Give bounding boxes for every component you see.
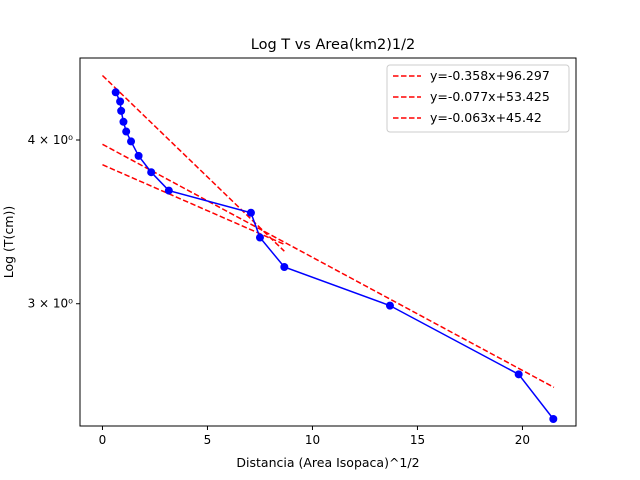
data-point bbox=[122, 127, 131, 136]
y-axis-label: Log (T(cm)) bbox=[1, 206, 16, 279]
data-point bbox=[280, 263, 289, 272]
legend-box bbox=[386, 64, 570, 133]
y-tick-label: 4 × 10⁰ bbox=[28, 133, 74, 147]
fit-line-2 bbox=[102, 143, 555, 389]
data-point bbox=[116, 97, 125, 106]
data-point bbox=[127, 137, 136, 146]
data-point bbox=[164, 186, 173, 195]
data-point bbox=[514, 370, 523, 379]
data-point bbox=[385, 301, 394, 310]
data-point bbox=[134, 151, 143, 160]
x-tick-label: 20 bbox=[515, 433, 530, 447]
y-axis: 3 × 10⁰ 4 × 10⁰ bbox=[28, 133, 80, 311]
plot-frame bbox=[79, 57, 577, 427]
legend-label: y=-0.063x+45.42 bbox=[430, 110, 542, 125]
data-point bbox=[119, 117, 128, 126]
x-axis: 0 5 10 15 20 bbox=[99, 426, 530, 447]
data-series bbox=[111, 88, 558, 423]
fit-line-3 bbox=[102, 164, 285, 246]
x-tick-label: 10 bbox=[305, 433, 320, 447]
data-point bbox=[147, 168, 156, 177]
data-point bbox=[255, 233, 264, 242]
legend-label: y=-0.077x+53.425 bbox=[430, 89, 550, 104]
legend-label: y=-0.358x+96.297 bbox=[430, 68, 550, 83]
legend: y=-0.358x+96.297 y=-0.077x+53.425 y=-0.063… bbox=[386, 64, 570, 133]
y-tick-label: 3 × 10⁰ bbox=[28, 297, 74, 311]
data-point bbox=[111, 88, 120, 97]
x-axis-label: Distancia (Area Isopaca)^1/2 bbox=[236, 455, 419, 470]
x-tick-label: 15 bbox=[410, 433, 425, 447]
data-point bbox=[246, 208, 255, 217]
chart-title: Log T vs Area(km2)1/2 bbox=[251, 37, 415, 53]
x-tick-label: 5 bbox=[204, 433, 212, 447]
data-point bbox=[549, 414, 558, 423]
data-point bbox=[117, 106, 126, 115]
x-tick-label: 0 bbox=[99, 433, 107, 447]
